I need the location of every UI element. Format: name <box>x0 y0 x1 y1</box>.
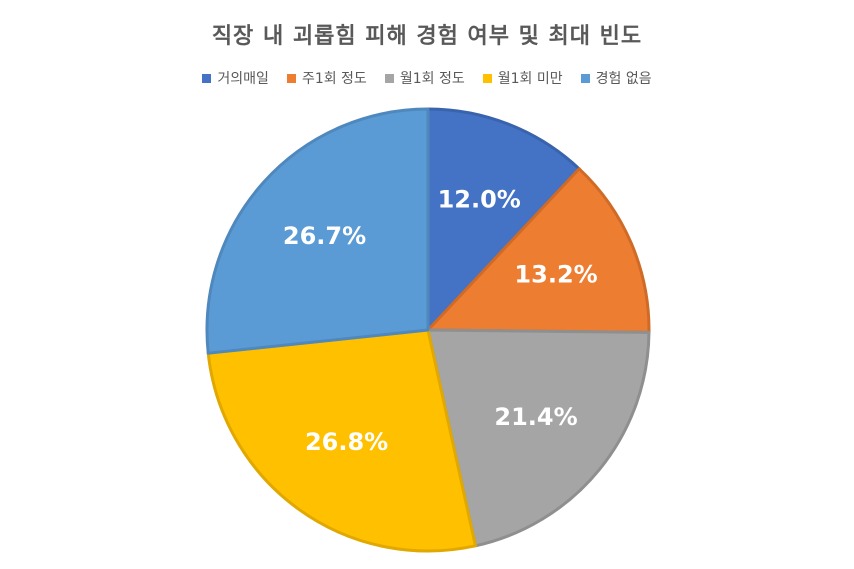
legend-item-1: 주1회 정도 <box>286 68 367 88</box>
slice-label-3: 26.8% <box>305 428 388 456</box>
legend-swatch-0 <box>202 73 212 83</box>
legend-swatch-3 <box>482 73 492 83</box>
pie-slice-4 <box>205 107 430 355</box>
legend-item-0: 거의매일 <box>202 68 269 88</box>
pie-slice-0 <box>426 107 581 332</box>
legend-label-2: 월1회 정도 <box>399 71 465 87</box>
legend-label-4: 경험 없음 <box>595 71 652 87</box>
pie-slice-2 <box>426 328 651 548</box>
pie-slice-1 <box>426 167 651 334</box>
legend-label-1: 주1회 정도 <box>301 71 367 87</box>
legend-swatch-2 <box>384 73 394 83</box>
slice-label-2: 21.4% <box>494 403 577 431</box>
slice-label-4: 26.7% <box>283 222 366 250</box>
legend-label-0: 거의매일 <box>217 71 269 87</box>
legend-item-3: 월1회 미만 <box>482 68 563 88</box>
slice-label-1: 13.2% <box>514 260 597 288</box>
legend-item-2: 월1회 정도 <box>384 68 465 88</box>
legend-label-3: 월1회 미만 <box>497 71 563 87</box>
chart-title: 직장 내 괴롭힘 피해 경험 여부 및 최대 빈도 <box>211 24 643 49</box>
legend-swatch-1 <box>286 73 296 83</box>
slice-label-0: 12.0% <box>438 186 521 214</box>
legend-swatch-4 <box>580 73 590 83</box>
legend: 거의매일 주1회 정도 월1회 정도 월1회 미만 경험 없음 <box>0 68 854 88</box>
pie-slice-3 <box>206 328 477 553</box>
legend-item-4: 경험 없음 <box>580 68 652 88</box>
